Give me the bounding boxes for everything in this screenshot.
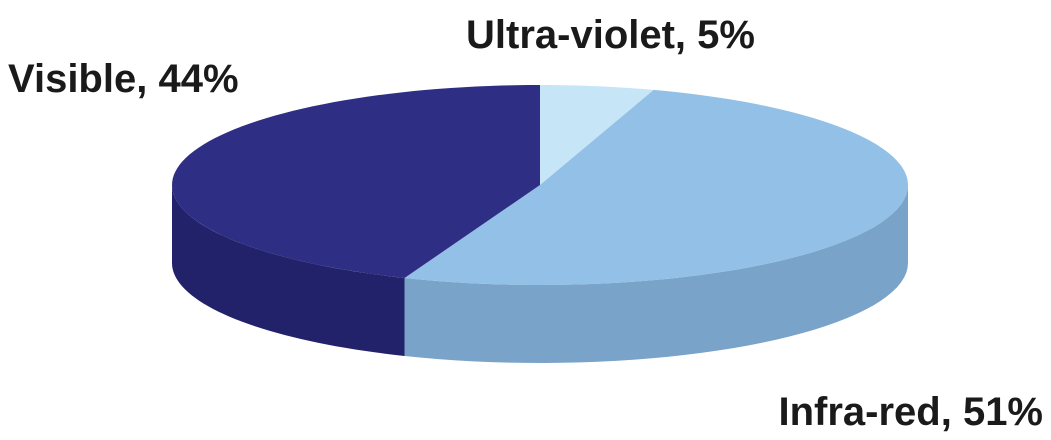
slice-label-visible: Visible, 44%: [8, 57, 239, 101]
pie-tops: [172, 85, 908, 285]
slice-label-ultra-violet: Ultra-violet, 5%: [466, 13, 755, 57]
pie-slice-ultra-violet: [540, 85, 654, 185]
slice-label-infra-red: Infra-red, 51%: [778, 390, 1043, 434]
pie-sides: [172, 185, 908, 363]
pie-labels: Ultra-violet, 5% Infra-red, 51% Visible,…: [8, 13, 1043, 434]
pie-side-infra-red: [404, 185, 908, 363]
pie-side-visible: [172, 185, 405, 356]
pie-slice-infra-red: [404, 89, 908, 285]
pie-slice-visible: [172, 85, 540, 278]
